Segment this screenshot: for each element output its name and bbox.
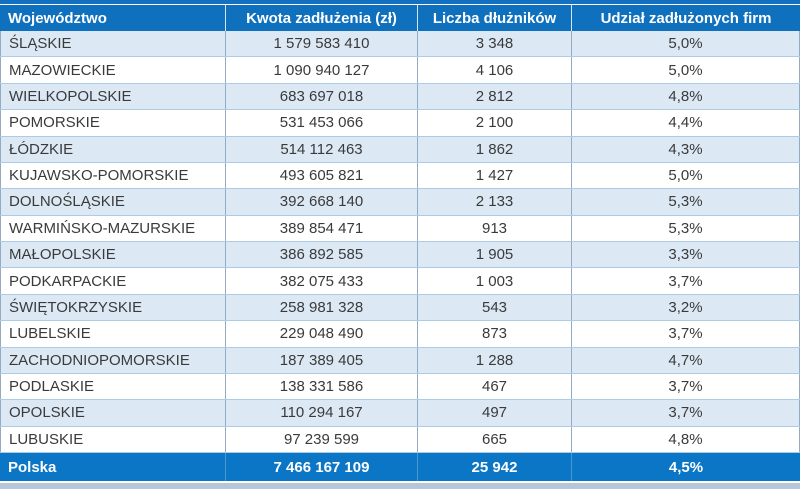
cell-share: 4,3%: [572, 136, 800, 162]
cell-share: 4,4%: [572, 110, 800, 136]
column-header-debt-amount: Kwota zadłużenia (zł): [226, 5, 418, 31]
cell-voivodeship-name: OPOLSKIE: [0, 400, 226, 426]
cell-debtor-count: 3 348: [418, 31, 572, 57]
cell-debt-amount: 97 239 599: [226, 426, 418, 452]
table-row: LUBUSKIE 97 239 599 665 4,8%: [0, 426, 800, 453]
cell-share: 5,3%: [572, 189, 800, 215]
cell-voivodeship-name: KUJAWSKO-POMORSKIE: [0, 162, 226, 189]
table-footer-row-poland-total: Polska 7 466 167 109 25 942 4,5%: [0, 453, 800, 481]
cell-share: 3,2%: [572, 294, 800, 321]
cell-share: 3,7%: [572, 373, 800, 400]
cell-voivodeship-name: ŚWIĘTOKRZYSKIE: [0, 294, 226, 321]
cell-debt-amount: 382 075 433: [226, 268, 418, 294]
cell-share: 4,8%: [572, 426, 800, 452]
cell-debt-amount: 683 697 018: [226, 83, 418, 110]
cell-share: 5,0%: [572, 162, 800, 189]
cell-debt-amount: 531 453 066: [226, 110, 418, 136]
column-header-debtor-count: Liczba dłużników: [418, 5, 572, 31]
cell-debt-amount: 386 892 585: [226, 242, 418, 268]
cell-voivodeship-name: ŁÓDZKIE: [0, 136, 226, 162]
cell-share: 3,3%: [572, 242, 800, 268]
cell-debt-amount: 392 668 140: [226, 189, 418, 215]
cell-debtor-count: 1 003: [418, 268, 572, 294]
table-row: ŁÓDZKIE 514 112 463 1 862 4,3%: [0, 136, 800, 163]
cell-voivodeship-name: MAŁOPOLSKIE: [0, 242, 226, 268]
cell-voivodeship-name: LUBELSKIE: [0, 321, 226, 347]
cell-share: 3,7%: [572, 400, 800, 426]
table-row: WARMIŃSKO-MAZURSKIE 389 854 471 913 5,3%: [0, 215, 800, 242]
table-row: PODLASKIE 138 331 586 467 3,7%: [0, 373, 800, 401]
cell-debt-amount: 493 605 821: [226, 162, 418, 189]
table-row: PODKARPACKIE 382 075 433 1 003 3,7%: [0, 268, 800, 295]
table-row: DOLNOŚLĄSKIE 392 668 140 2 133 5,3%: [0, 189, 800, 216]
table-row: KUJAWSKO-POMORSKIE 493 605 821 1 427 5,0%: [0, 162, 800, 190]
table-top-gap: [0, 4, 800, 5]
cell-share: 5,0%: [572, 31, 800, 57]
cell-debtor-count: 1 288: [418, 347, 572, 373]
column-header-share-of-indebted-firms: Udział zadłużonych firm: [600, 9, 772, 27]
table-row: MAZOWIECKIE 1 090 940 127 4 106 5,0%: [0, 57, 800, 84]
table-row: ŚWIĘTOKRZYSKIE 258 981 328 543 3,2%: [0, 294, 800, 322]
table-body: ŚLĄSKIE 1 579 583 410 3 348 5,0% MAZOWIECKIE…: [0, 31, 800, 453]
cell-share: 3,7%: [572, 268, 800, 294]
cell-debtor-count: 2 133: [418, 189, 572, 215]
cell-share: 4,8%: [572, 83, 800, 110]
cell-debtor-count: 1 905: [418, 242, 572, 268]
cell-share: 4,7%: [572, 347, 800, 373]
cell-debt-amount: 514 112 463: [226, 136, 418, 162]
cell-debt-amount: 1 579 583 410: [226, 31, 418, 57]
cell-debtor-count: 913: [418, 215, 572, 241]
cell-debtor-count: 4 106: [418, 57, 572, 83]
footer-cell-debt-amount: 7 466 167 109: [226, 453, 418, 481]
cell-debtor-count: 1 427: [418, 162, 572, 189]
cell-debt-amount: 110 294 167: [226, 400, 418, 426]
cell-voivodeship-name: WARMIŃSKO-MAZURSKIE: [0, 215, 226, 241]
cell-voivodeship-name: PODLASKIE: [0, 373, 226, 400]
cell-debt-amount: 187 389 405: [226, 347, 418, 373]
cell-debt-amount: 229 048 490: [226, 321, 418, 347]
cell-debtor-count: 2 100: [418, 110, 572, 136]
cell-debtor-count: 543: [418, 294, 572, 321]
footer-cell-debtor-count: 25 942: [418, 453, 572, 481]
table-bottom-border: [0, 481, 800, 489]
cell-debt-amount: 1 090 940 127: [226, 57, 418, 83]
cell-debt-amount: 138 331 586: [226, 373, 418, 400]
cell-share: 3,7%: [572, 321, 800, 347]
cell-voivodeship-name: PODKARPACKIE: [0, 268, 226, 294]
cell-debtor-count: 873: [418, 321, 572, 347]
footer-cell-share: 4,5%: [668, 458, 704, 476]
table-header-row: Województwo Kwota zadłużenia (zł) Liczba…: [0, 5, 800, 31]
cell-voivodeship-name: DOLNOŚLĄSKIE: [0, 189, 226, 215]
cell-voivodeship-name: LUBUSKIE: [0, 426, 226, 452]
cell-voivodeship-name: WIELKOPOLSKIE: [0, 83, 226, 110]
cell-voivodeship-name: POMORSKIE: [0, 110, 226, 136]
column-header-voivodeship: Województwo: [0, 5, 226, 31]
cell-voivodeship-name: ŚLĄSKIE: [0, 31, 226, 57]
table-row: OPOLSKIE 110 294 167 497 3,7%: [0, 400, 800, 427]
cell-debtor-count: 497: [418, 400, 572, 426]
cell-voivodeship-name: MAZOWIECKIE: [0, 57, 226, 83]
table-row: ŚLĄSKIE 1 579 583 410 3 348 5,0%: [0, 31, 800, 58]
table-row: LUBELSKIE 229 048 490 873 3,7%: [0, 321, 800, 348]
cell-debt-amount: 258 981 328: [226, 294, 418, 321]
table-top-border: [0, 0, 800, 4]
cell-voivodeship-name: ZACHODNIOPOMORSKIE: [0, 347, 226, 373]
cell-share: 5,0%: [572, 57, 800, 83]
footer-cell-region: Polska: [0, 453, 226, 481]
table-row: WIELKOPOLSKIE 683 697 018 2 812 4,8%: [0, 83, 800, 111]
table-row: ZACHODNIOPOMORSKIE 187 389 405 1 288 4,7%: [0, 347, 800, 374]
cell-debtor-count: 467: [418, 373, 572, 400]
cell-debtor-count: 1 862: [418, 136, 572, 162]
table-row: MAŁOPOLSKIE 386 892 585 1 905 3,3%: [0, 242, 800, 269]
cell-debtor-count: 665: [418, 426, 572, 452]
cell-debtor-count: 2 812: [418, 83, 572, 110]
cell-share: 5,3%: [572, 215, 800, 241]
cell-debt-amount: 389 854 471: [226, 215, 418, 241]
table-row: POMORSKIE 531 453 066 2 100 4,4%: [0, 110, 800, 137]
